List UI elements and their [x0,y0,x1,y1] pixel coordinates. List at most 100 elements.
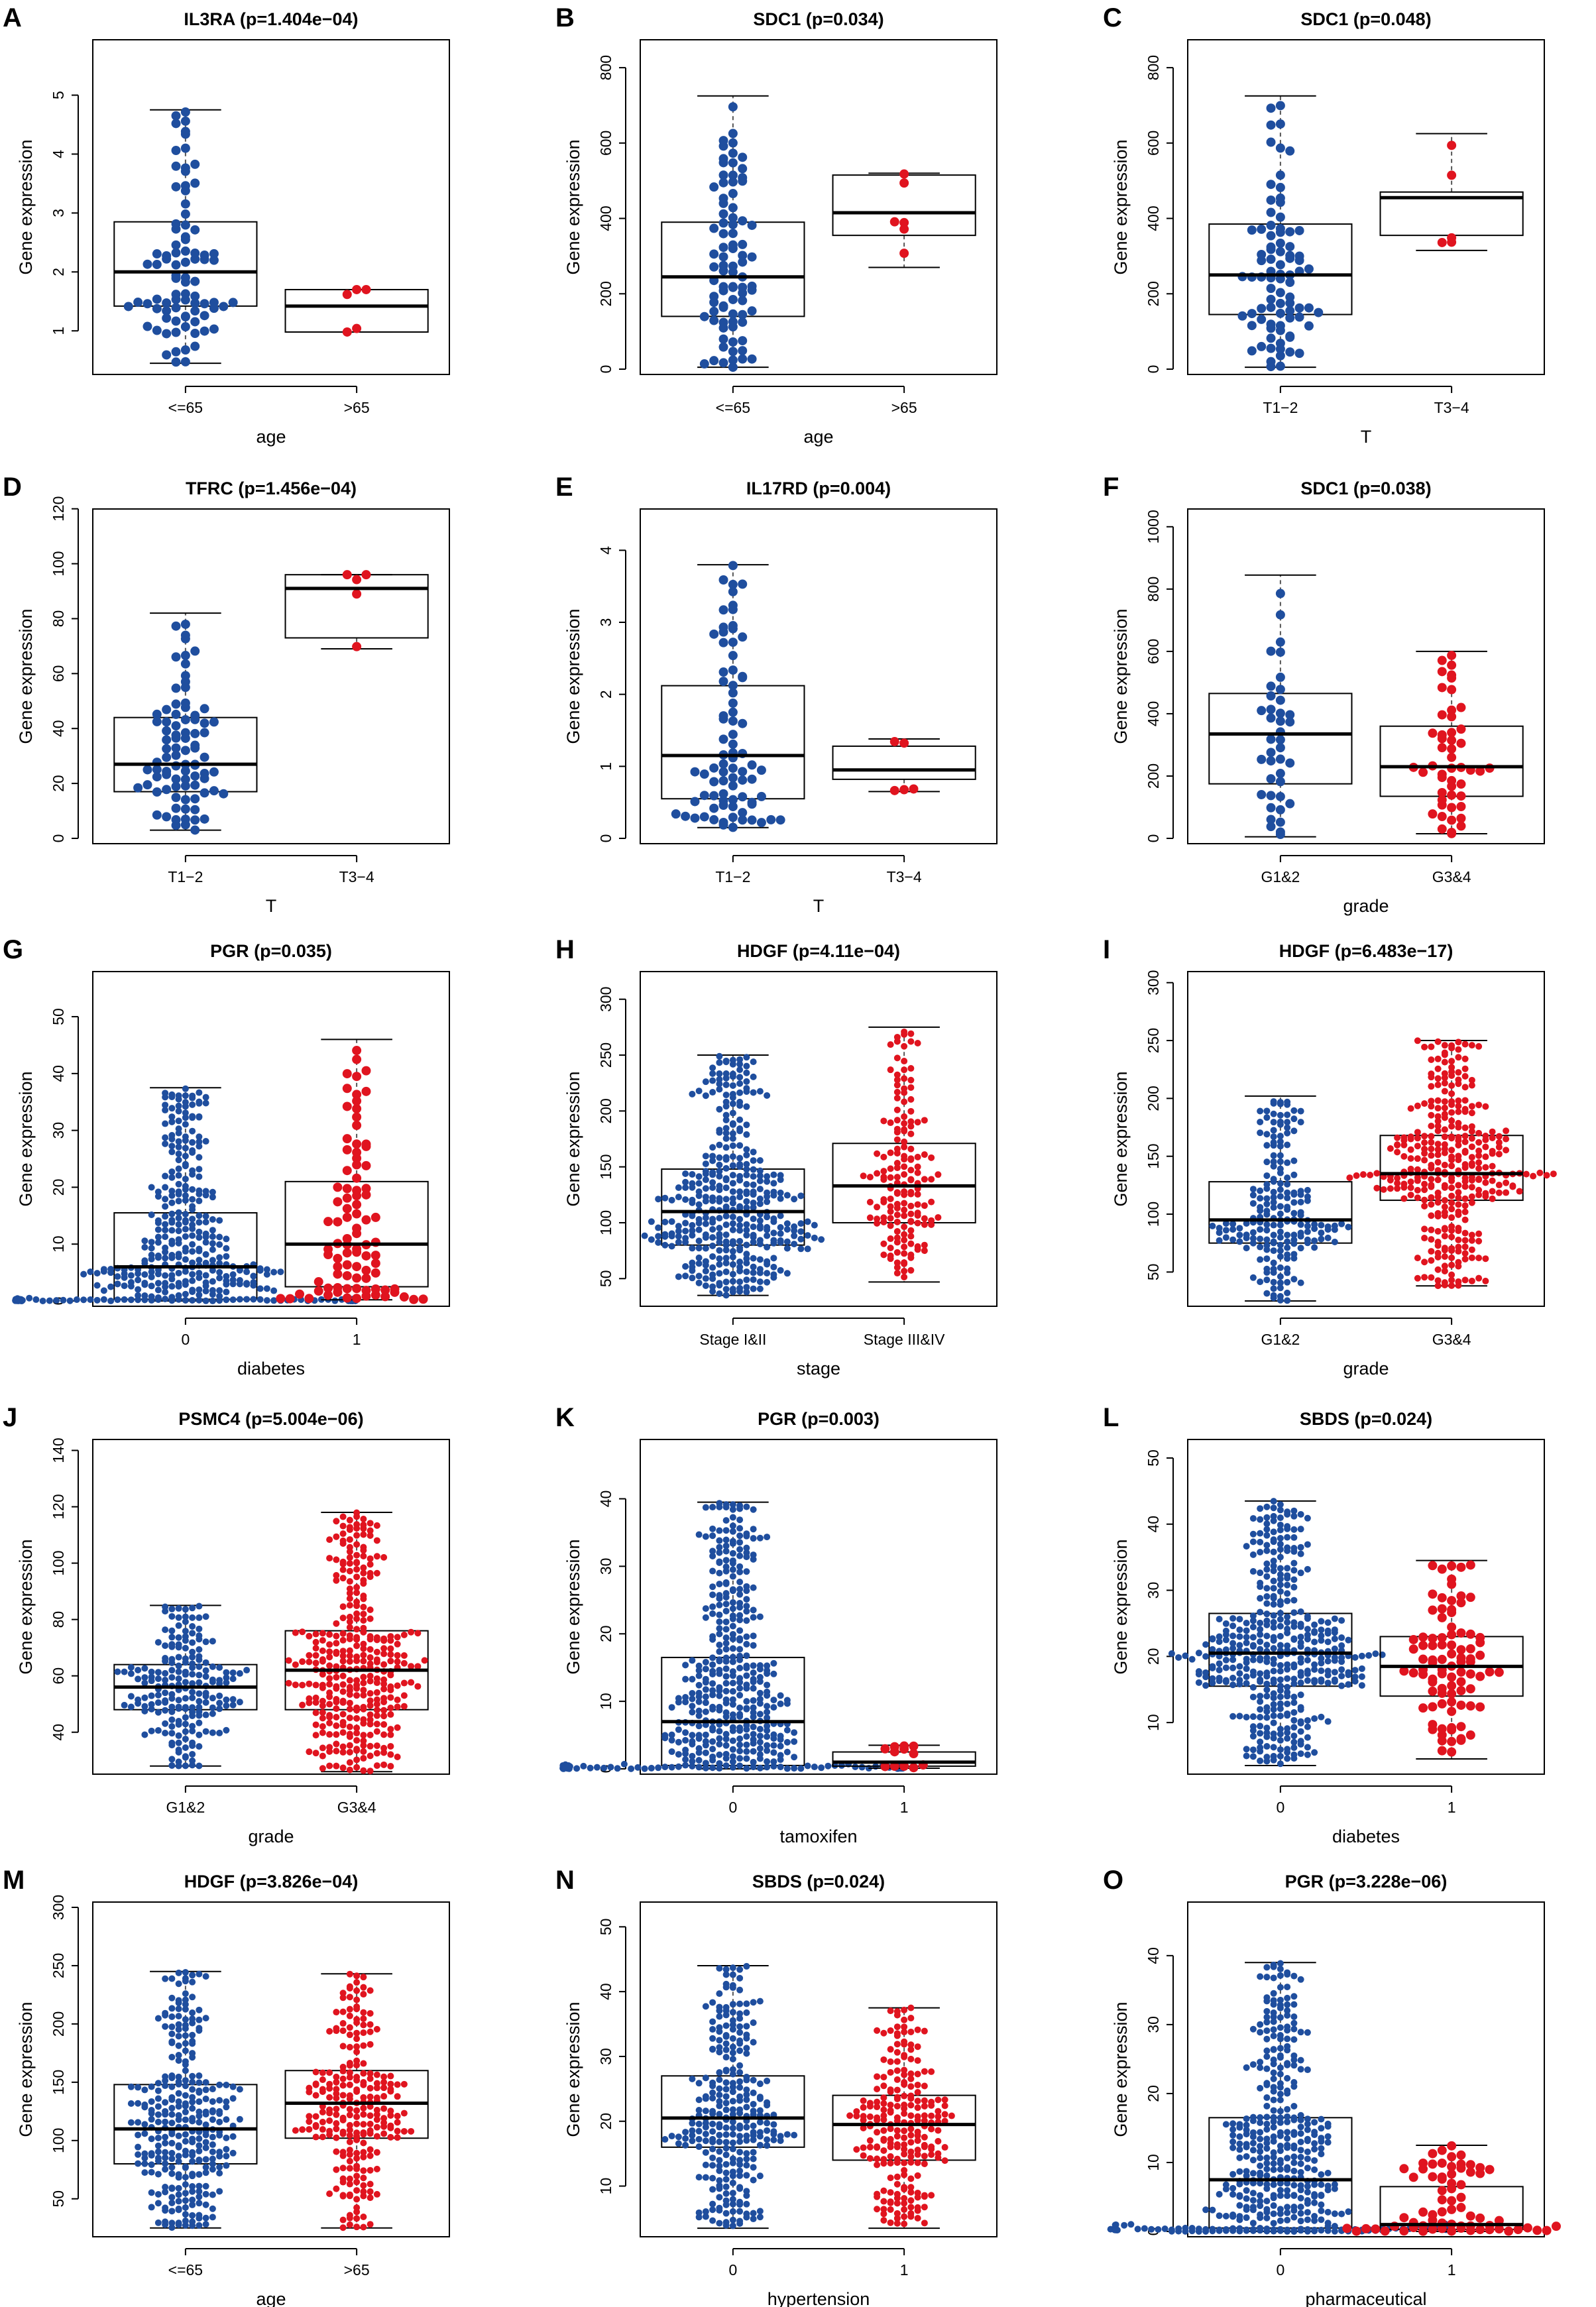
data-point [766,815,776,824]
data-point [699,769,709,779]
data-point [728,294,738,304]
x-tick-label: G1&2 [166,1799,205,1816]
data-point [756,1217,764,1224]
data-point [189,1750,196,1758]
data-point [736,2220,744,2227]
data-point [858,1764,866,1771]
data-point [689,1170,696,1178]
data-point [756,1745,764,1752]
data-point [1456,1685,1466,1695]
data-point [175,1138,182,1145]
data-point [1441,1203,1448,1210]
data-point [1270,1706,1277,1713]
data-point [196,2188,203,2195]
data-point [1275,735,1285,745]
data-point [722,1742,730,1749]
data-point [1434,1065,1442,1072]
data-point [1418,1632,1428,1642]
data-point [333,2134,340,2141]
data-point [1456,1645,1466,1655]
data-point [1437,795,1447,805]
data-point [223,1253,230,1260]
data-point [718,170,728,180]
data-point [1270,1269,1277,1276]
data-point [175,1125,182,1133]
data-point [738,317,748,327]
data-point [889,785,899,795]
data-point [1266,691,1276,701]
data-point [180,795,190,805]
data-point [702,1168,709,1175]
data-point [709,1583,716,1591]
data-point [1448,1254,1455,1261]
data-point [180,619,190,629]
data-point [907,1240,915,1247]
data-point [893,1071,901,1078]
data-point [189,1689,196,1696]
data-point [342,1069,352,1079]
data-point [141,1679,148,1687]
data-point [182,1978,189,1985]
data-point [682,1756,689,1763]
data-point [353,2172,361,2180]
y-tick-label: 1000 [1145,510,1162,543]
data-point [743,2162,750,2169]
data-point [216,2081,223,2088]
data-point [709,2082,716,2090]
data-point [216,2153,223,2160]
data-point [196,2147,203,2155]
data-point [716,2194,723,2201]
data-point [196,2072,203,2080]
data-point [182,1668,189,1675]
data-point [756,2107,764,2114]
data-point [339,1658,347,1665]
data-point [709,2139,716,2146]
data-point [1373,1184,1381,1192]
data-point [1414,1166,1421,1173]
data-point [1290,1548,1298,1555]
data-point [743,1054,750,1061]
data-point [1257,1569,1264,1577]
data-point [722,1536,730,1544]
data-point [756,791,766,801]
data-point [1455,1039,1462,1046]
data-point [1437,1683,1447,1693]
data-point [352,1223,362,1233]
data-point [306,2118,313,2125]
data-point [702,2074,709,2082]
y-tick-label: 100 [1145,1202,1162,1227]
data-point [729,1645,736,1652]
data-point [736,1227,744,1234]
data-point [182,1085,189,1092]
data-point [709,356,719,366]
data-point [1324,1638,1332,1646]
data-point [387,1658,394,1665]
data-point [716,2007,723,2014]
x-tick-label: Stage III&IV [864,1331,945,1348]
data-point [764,1270,771,1277]
data-point [1318,1618,1325,1625]
data-point [1414,1155,1421,1162]
y-tick-label: 100 [50,1550,67,1575]
data-point [1408,1634,1418,1644]
plot-frame [640,1901,997,2237]
data-point [333,1714,340,1721]
data-point [1277,1501,1284,1508]
data-point [182,1175,189,1182]
data-point [171,683,181,693]
data-point [152,772,162,782]
data-point [162,1272,169,1279]
data-point [1465,1629,1475,1639]
data-point [209,1710,216,1717]
data-point [1257,754,1267,764]
data-point [1290,1609,1298,1616]
data-point [743,2214,750,2221]
data-point [189,2050,196,2057]
data-point [1263,1593,1271,1600]
data-point [1447,1722,1457,1732]
data-point [148,1239,155,1246]
data-point [1294,303,1304,313]
data-point [1243,1627,1250,1634]
data-point [1516,1188,1523,1195]
data-point [333,1685,340,1692]
